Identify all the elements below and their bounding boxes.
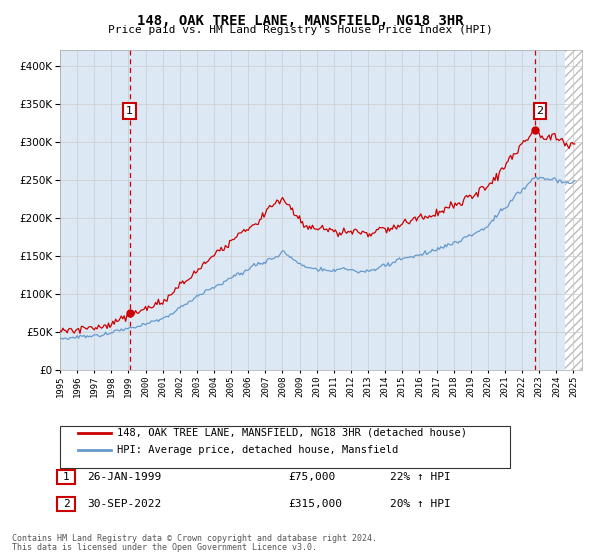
- Text: £75,000: £75,000: [288, 472, 335, 482]
- Text: 2: 2: [536, 106, 544, 116]
- Text: 26-JAN-1999: 26-JAN-1999: [87, 472, 161, 482]
- Text: 22% ↑ HPI: 22% ↑ HPI: [390, 472, 451, 482]
- Text: 148, OAK TREE LANE, MANSFIELD, NG18 3HR: 148, OAK TREE LANE, MANSFIELD, NG18 3HR: [137, 14, 463, 28]
- Text: £315,000: £315,000: [288, 499, 342, 509]
- Text: 1: 1: [62, 472, 70, 482]
- Text: 1: 1: [126, 106, 133, 116]
- Text: Contains HM Land Registry data © Crown copyright and database right 2024.: Contains HM Land Registry data © Crown c…: [12, 534, 377, 543]
- Text: This data is licensed under the Open Government Licence v3.0.: This data is licensed under the Open Gov…: [12, 543, 317, 552]
- Text: 30-SEP-2022: 30-SEP-2022: [87, 499, 161, 509]
- Text: 2: 2: [62, 499, 70, 509]
- Text: 148, OAK TREE LANE, MANSFIELD, NG18 3HR (detached house): 148, OAK TREE LANE, MANSFIELD, NG18 3HR …: [117, 428, 467, 438]
- Text: HPI: Average price, detached house, Mansfield: HPI: Average price, detached house, Mans…: [117, 445, 398, 455]
- Text: Price paid vs. HM Land Registry's House Price Index (HPI): Price paid vs. HM Land Registry's House …: [107, 25, 493, 35]
- Text: 20% ↑ HPI: 20% ↑ HPI: [390, 499, 451, 509]
